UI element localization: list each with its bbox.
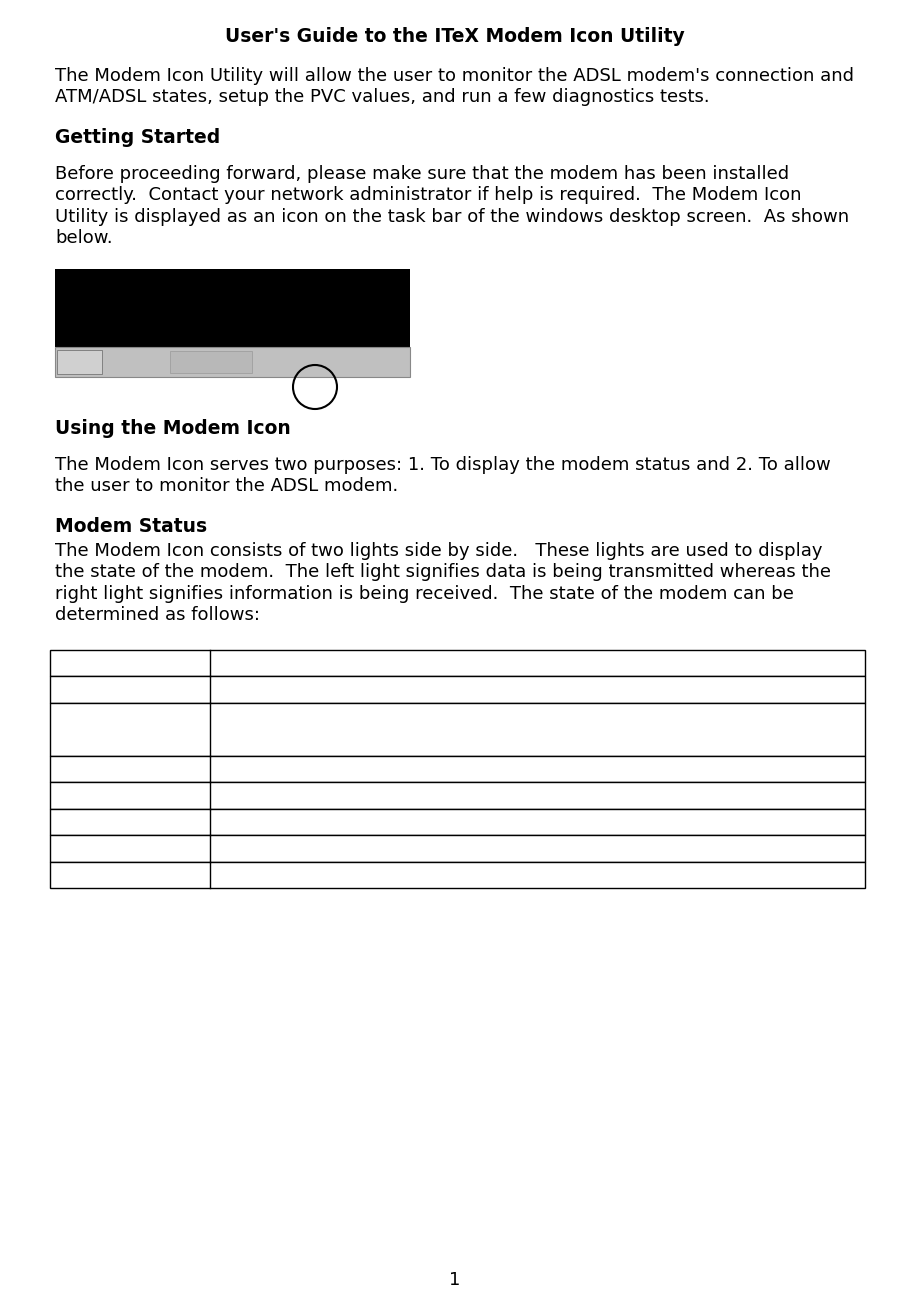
Bar xyxy=(55,348,410,378)
Text: Red, Red: Red, Red xyxy=(57,681,135,699)
Text: Modem is transmitting and receiving data: Modem is transmitting and receiving data xyxy=(218,814,590,831)
Text: ATM/ADSL states, setup the PVC values, and run a few diagnostics tests.: ATM/ADSL states, setup the PVC values, a… xyxy=(55,89,710,107)
Text: Utility is displayed as an icon on the task bar of the windows desktop screen.  : Utility is displayed as an icon on the t… xyxy=(55,208,849,227)
Text: 📁 temp: 📁 temp xyxy=(193,357,229,367)
Bar xyxy=(50,677,865,703)
Bar xyxy=(50,862,865,888)
Bar xyxy=(50,650,865,677)
Text: Modem is connecting: Modem is connecting xyxy=(218,720,405,738)
Text: The Modem Icon consists of two lights side by side.   These lights are used to d: The Modem Icon consists of two lights si… xyxy=(55,542,823,560)
Text: Green, Black: Green, Black xyxy=(57,760,174,779)
Text: Black, Black: Black, Black xyxy=(57,840,163,858)
Text: Before proceeding forward, please make sure that the modem has been installed: Before proceeding forward, please make s… xyxy=(55,165,789,184)
Text: the state of the modem.  The left light signifies data is being transmitted wher: the state of the modem. The left light s… xyxy=(55,564,831,582)
Bar xyxy=(50,809,865,836)
Text: Modem is receiving data: Modem is receiving data xyxy=(218,786,439,805)
Text: Green,Green: Green,Green xyxy=(57,814,174,831)
Bar xyxy=(50,783,865,809)
Text: below.: below. xyxy=(55,229,113,247)
Text: Black, Green: Black, Green xyxy=(57,786,174,805)
Text: Black/Yellow or
Yellow/Blk flashing: Black/Yellow or Yellow/Blk flashing xyxy=(57,707,218,750)
Text: Description: Description xyxy=(488,654,587,672)
Text: 1:30 AM: 1:30 AM xyxy=(347,357,389,367)
Bar xyxy=(50,756,865,783)
Text: Getting Started: Getting Started xyxy=(55,128,220,147)
Text: Modem Status: Modem Status xyxy=(55,517,207,536)
Bar xyxy=(50,703,865,756)
Bar xyxy=(57,350,102,374)
Text: Modem is disconnected, or a problem exists: Modem is disconnected, or a problem exis… xyxy=(218,866,604,884)
Bar xyxy=(50,836,865,862)
Text: The Modem Icon serves two purposes: 1. To display the modem status and 2. To all: The Modem Icon serves two purposes: 1. T… xyxy=(55,456,831,474)
Bar xyxy=(170,352,252,372)
Text: Using the Modem Icon: Using the Modem Icon xyxy=(55,419,291,437)
Text: The Modem Icon Utility will allow the user to monitor the ADSL modem's connectio: The Modem Icon Utility will allow the us… xyxy=(55,66,854,85)
Text: Code: Code xyxy=(107,654,153,672)
Text: ∅: ∅ xyxy=(57,866,72,884)
Text: 1: 1 xyxy=(450,1271,460,1289)
Text: determined as follows:: determined as follows: xyxy=(55,607,260,625)
Text: Modem is transmitting data: Modem is transmitting data xyxy=(218,760,465,779)
Text: correctly.  Contact your network administrator if help is required.  The Modem I: correctly. Contact your network administ… xyxy=(55,186,802,204)
Text: Modem is idle, connected: Modem is idle, connected xyxy=(218,840,442,858)
Bar xyxy=(55,270,410,348)
Text: right light signifies information is being received.  The state of the modem can: right light signifies information is bei… xyxy=(55,585,794,603)
Text: No signal: No signal xyxy=(218,681,299,699)
Text: the user to monitor the ADSL modem.: the user to monitor the ADSL modem. xyxy=(55,478,399,496)
Text: ▶ Start: ▶ Start xyxy=(60,357,101,367)
Text: User's Guide to the ITeX Modem Icon Utility: User's Guide to the ITeX Modem Icon Util… xyxy=(225,27,685,46)
